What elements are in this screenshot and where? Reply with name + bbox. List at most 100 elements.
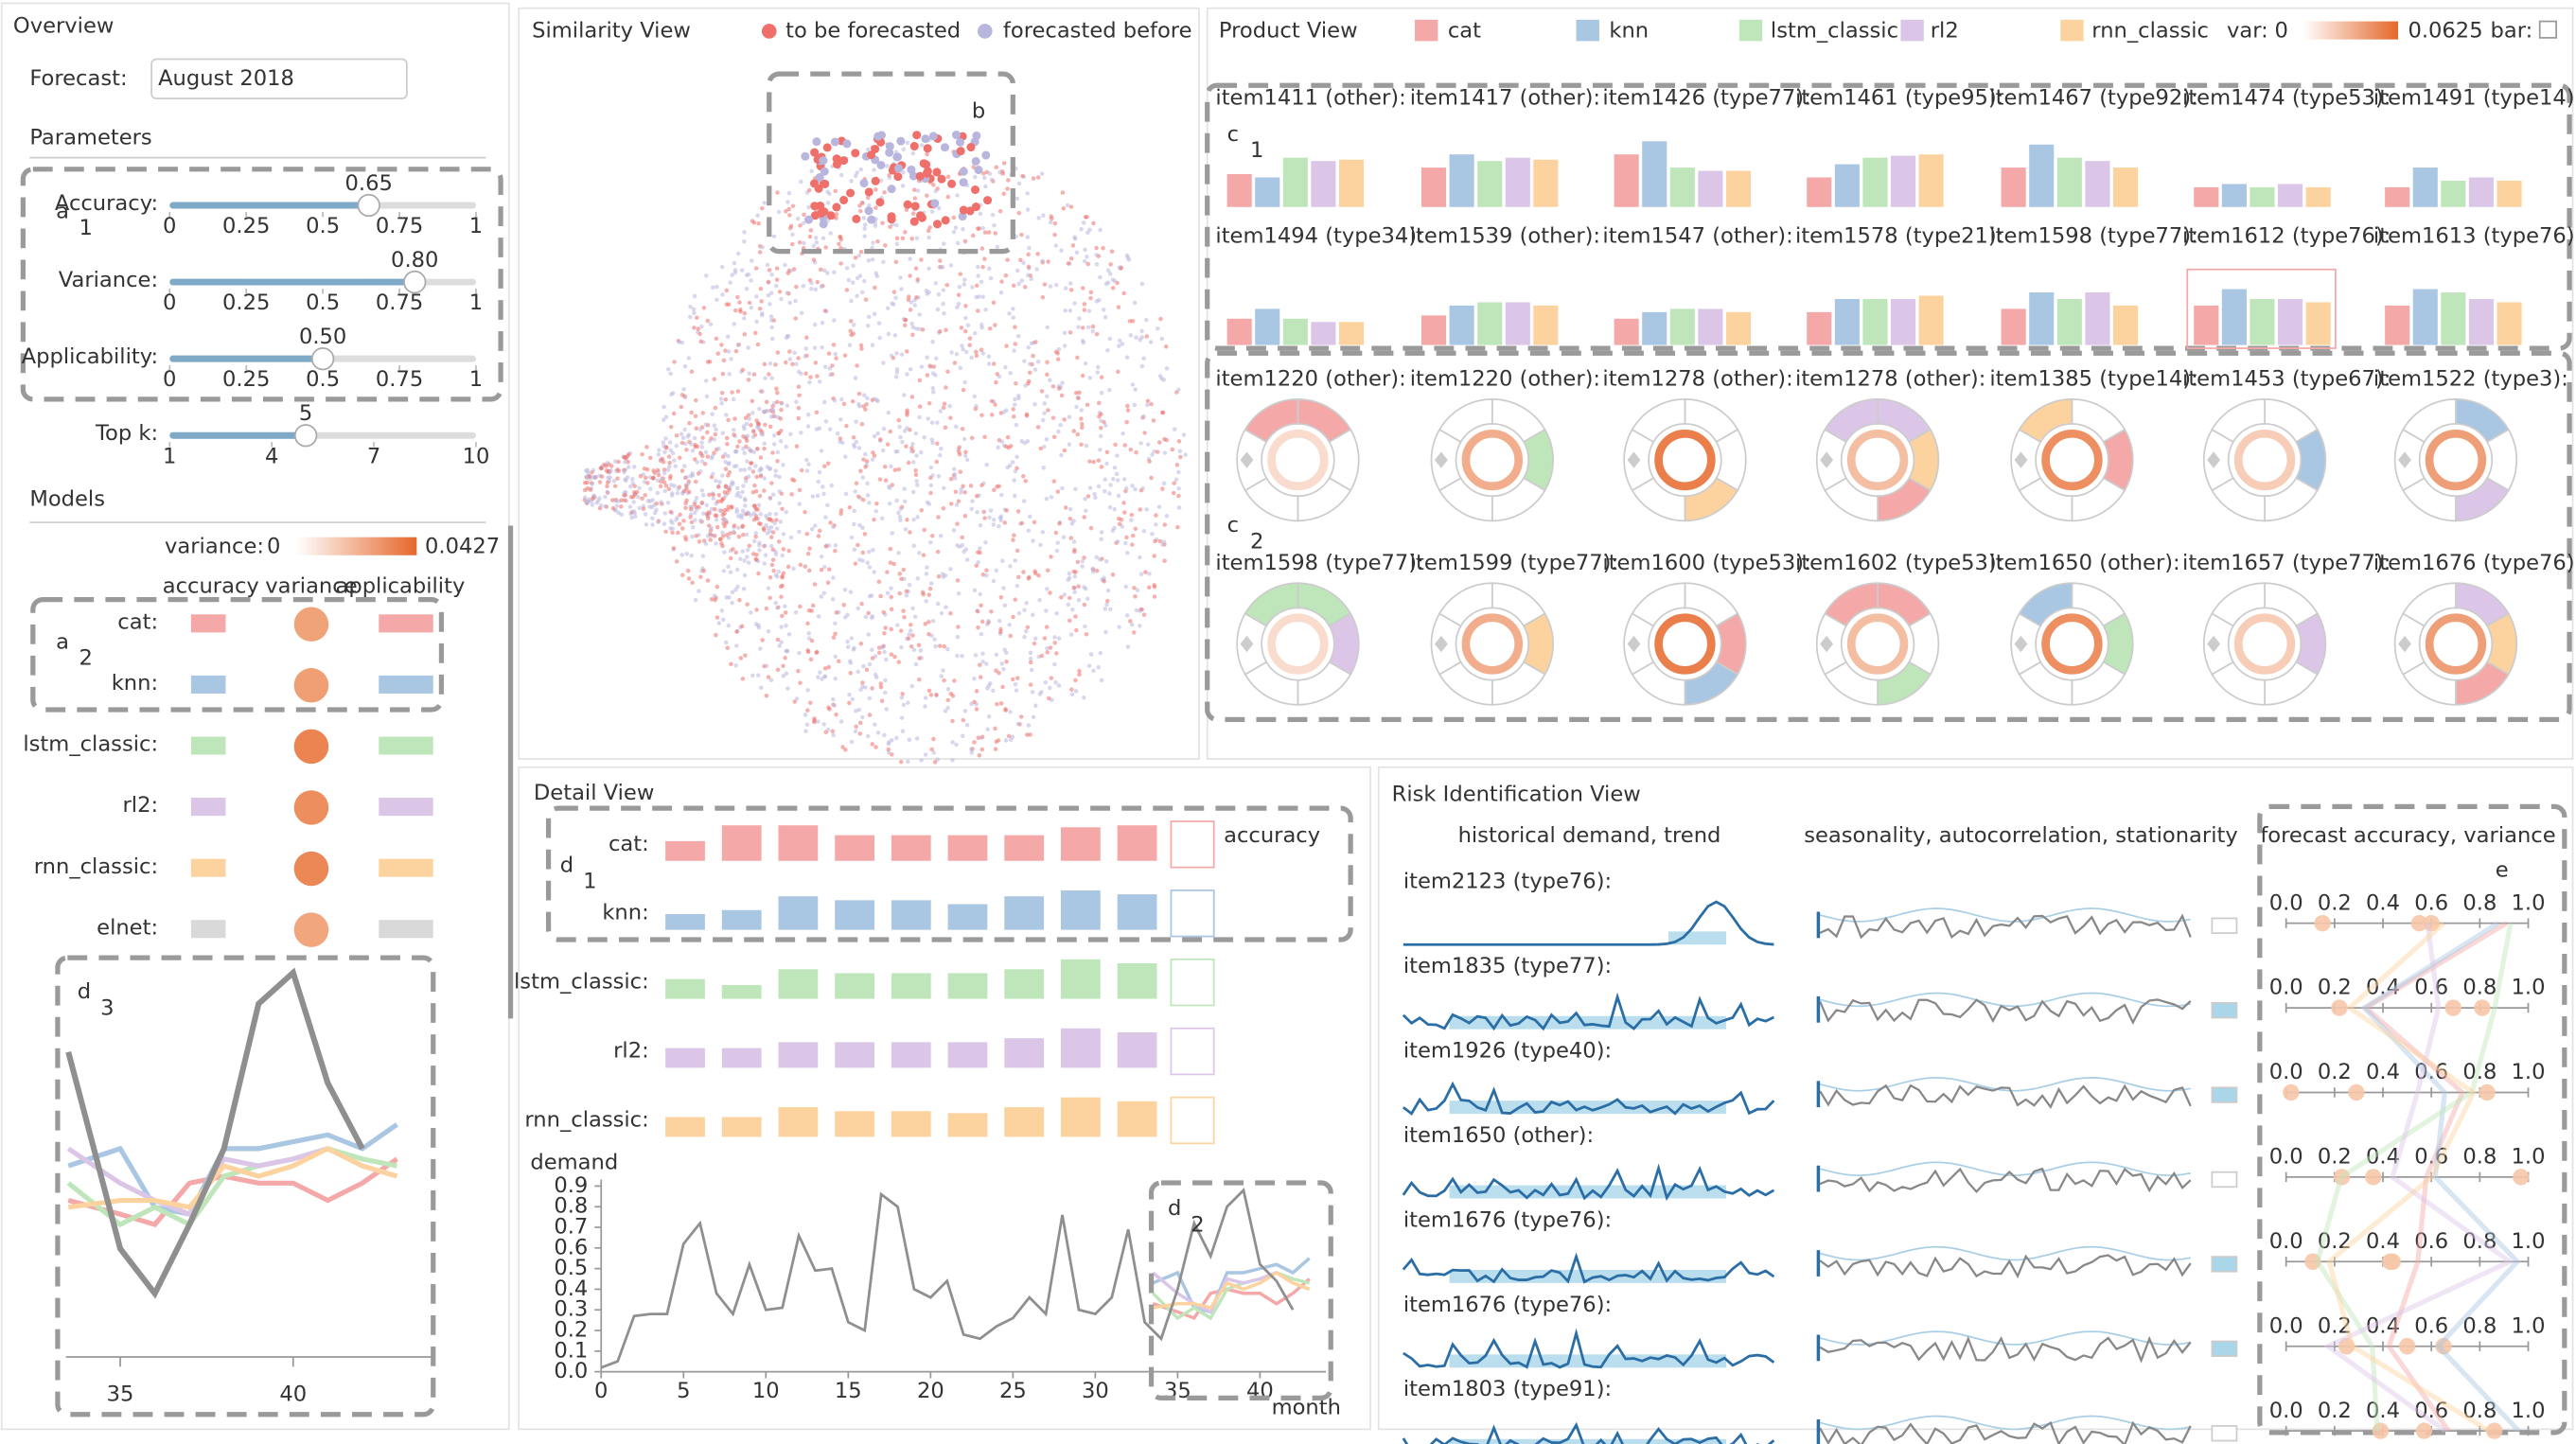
glyph-ring (1267, 613, 1329, 675)
cluster-dot (959, 205, 968, 215)
item-label: item1278 (other): (1602, 367, 1792, 392)
scatter-dot (693, 414, 698, 419)
scatter-dot (1093, 495, 1098, 501)
scatter-dot (1116, 305, 1121, 309)
scatter-dot (720, 431, 725, 435)
accuracy-marker (2365, 1169, 2382, 1186)
cluster-dot (932, 167, 942, 177)
scatter-dot (912, 303, 918, 308)
bar (1255, 177, 1280, 207)
scatter-dot (827, 567, 832, 572)
slider-tick-label: 0.75 (376, 367, 423, 392)
scatter-dot (799, 431, 803, 435)
season-line (1819, 1335, 2192, 1364)
scatter-dot (821, 464, 827, 468)
checkbox[interactable] (2538, 20, 2557, 39)
scatter-dot (1085, 255, 1089, 259)
bar (1862, 298, 1888, 345)
scatter-dot (909, 446, 914, 450)
scatter-dot (997, 169, 1002, 175)
scatter-dot (820, 236, 826, 240)
scatter-dot (856, 446, 862, 450)
scatter-dot (977, 752, 982, 758)
scatter-dot (831, 696, 836, 702)
accuracy-marker (2479, 1083, 2496, 1101)
cluster-dot (932, 220, 942, 229)
bar (2056, 157, 2082, 207)
bar (1338, 322, 1365, 345)
scatter-dot (972, 394, 978, 399)
scatter-dot (1126, 257, 1132, 262)
scatter-dot (943, 709, 948, 713)
scatter-dot (894, 351, 899, 356)
scatter-dot (732, 270, 738, 275)
x-tick-label: 10 (752, 1379, 780, 1403)
scatter-dot (877, 437, 883, 442)
scatter-dot (851, 435, 856, 440)
forecast-input[interactable] (150, 58, 408, 100)
scatter-dot (1086, 663, 1092, 668)
scatter-dot (961, 226, 965, 232)
scatter-dot (775, 399, 780, 405)
glyph-sector (2402, 397, 2457, 444)
scatter-dot (1067, 506, 1073, 512)
scatter-dot (750, 673, 755, 678)
scatter-dot (891, 302, 896, 307)
scatter-dot (747, 543, 752, 549)
accuracy-marker (2338, 1338, 2355, 1355)
x-tick-label: 30 (1082, 1379, 1109, 1403)
scatter-dot (705, 454, 711, 459)
bar (2497, 302, 2522, 345)
slider-knob[interactable] (403, 270, 427, 294)
scatter-dot (1104, 602, 1109, 608)
scatter-dot (821, 722, 826, 727)
scatter-dot (1094, 331, 1100, 337)
panel-title: Detail View (534, 781, 654, 805)
scatter-dot (689, 519, 695, 525)
scatter-dot (976, 735, 981, 740)
scatter-dot (859, 421, 865, 427)
scatter-dot (658, 484, 663, 489)
scatter-dot (1002, 520, 1008, 525)
y-tick-label: 0.8 (554, 1194, 588, 1219)
scatter-dot (941, 668, 945, 673)
scatter-dot (991, 522, 997, 527)
cluster-dot (909, 217, 919, 226)
scatter-dot (1096, 484, 1102, 489)
scatter-dot (643, 492, 647, 498)
scatter-dot (803, 509, 807, 515)
slider-knob[interactable] (293, 424, 318, 448)
scatter-dot (1057, 521, 1062, 526)
scatter-dot (837, 241, 841, 247)
scatter-dot (1116, 493, 1121, 499)
scatter-dot (974, 294, 979, 300)
scatter-dot (694, 397, 698, 403)
scatter-dot (614, 503, 620, 508)
scatter-dot (1068, 281, 1073, 286)
scatter-dot (831, 524, 836, 530)
scatter-dot (1112, 278, 1118, 284)
scatter-dot (752, 538, 757, 544)
scatter-dot (942, 401, 947, 406)
scatter-dot (969, 747, 974, 752)
x-tick-label: 40 (279, 1382, 307, 1406)
scatter-dot (1082, 555, 1086, 560)
slider-knob[interactable] (357, 193, 380, 218)
tick-label: 0.0 (2269, 1313, 2303, 1338)
scatter-dot (1006, 733, 1012, 739)
scatter-dot (1080, 421, 1085, 427)
slider-knob[interactable] (310, 347, 335, 371)
scatter-dot (766, 279, 771, 285)
cluster-dot (820, 179, 830, 188)
scatter-dot (948, 502, 954, 506)
scatter-dot (1115, 478, 1120, 483)
scatter-dot (1098, 274, 1103, 280)
scatter-dot (883, 625, 888, 630)
scatter-dot (862, 451, 868, 457)
item-label: item1650 (other): (1403, 1123, 1594, 1148)
scatter-dot (740, 508, 746, 513)
scatter-dot (777, 643, 782, 648)
scatter-dot (732, 428, 736, 432)
item-label: item1494 (type34): (1215, 224, 1423, 249)
slider-label: Accuracy: (55, 191, 158, 216)
